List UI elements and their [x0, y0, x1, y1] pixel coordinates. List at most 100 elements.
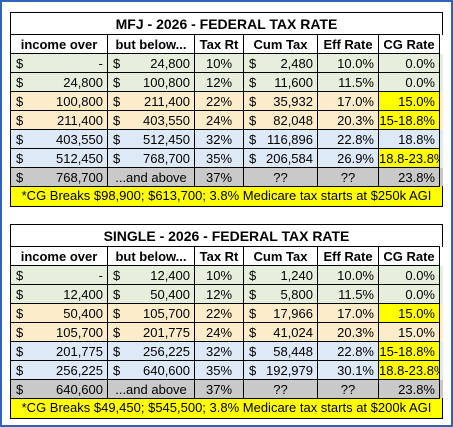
but-below-cell: $24,800: [107, 53, 195, 73]
tax-rate-cell: 35%: [194, 360, 244, 380]
amount: 211,400: [143, 94, 190, 109]
header-but-below: but below...: [107, 246, 195, 266]
currency-symbol: $: [113, 306, 121, 321]
cg-rate-cell: 18.8-23.8%: [378, 148, 440, 168]
cum-tax-cell: $5,800: [243, 284, 318, 304]
table-row: $12,400 $50,400 12% $5,800 11.5% 0.0%: [10, 284, 443, 304]
currency-symbol: $: [16, 170, 24, 185]
amount: 640,600: [143, 363, 190, 378]
amount: 12,400: [63, 287, 103, 302]
currency-symbol: $: [113, 344, 121, 359]
currency-symbol: $: [113, 75, 121, 90]
cg-rate-cell: 18.8%: [378, 129, 440, 149]
header-tax-rate: Tax Rt: [194, 34, 244, 54]
amount: 256,225: [56, 363, 103, 378]
cum-tax-cell: ??: [243, 167, 318, 187]
tax-rate-cell: 24%: [194, 322, 244, 342]
currency-symbol: $: [16, 132, 24, 147]
but-below-cell: $403,550: [107, 110, 195, 130]
amount: 11,600: [274, 75, 313, 90]
currency-symbol: $: [113, 151, 121, 166]
amount: 100,800: [56, 94, 103, 109]
currency-symbol: $: [249, 56, 257, 71]
cg-rate-cell: 0.0%: [378, 72, 440, 92]
currency-symbol: $: [16, 325, 24, 340]
tax-rate-cell: 10%: [194, 53, 244, 73]
currency-symbol: $: [249, 325, 257, 340]
amount: 206,584: [266, 151, 313, 166]
cg-rate-cell: 0.0%: [378, 284, 440, 304]
cg-rate-cell: 15-18.8%: [378, 341, 440, 361]
currency-symbol: $: [249, 363, 257, 378]
currency-symbol: $: [16, 382, 24, 397]
income-over-cell: $201,775: [10, 341, 108, 361]
table-row: $512,450 $768,700 35% $206,584 26.9% 18.8-23.…: [10, 148, 443, 168]
single-header-row: income over but below... Tax Rt Cum Tax …: [10, 246, 443, 266]
table-row: $211,400 $403,550 24% $82,048 20.3% 15-18.8%: [10, 110, 443, 130]
currency-symbol: $: [16, 75, 24, 90]
cum-tax-cell: $11,600: [243, 72, 318, 92]
but-below-cell: $211,400: [107, 91, 195, 111]
cum-tax-cell: $192,979: [243, 360, 318, 380]
table-row: $403,550 $512,450 32% $116,896 22.8% 18.8%: [10, 129, 443, 149]
income-over-cell: $ -: [10, 265, 108, 285]
tax-rate-cell: 12%: [194, 284, 244, 304]
amount: 768,700: [143, 151, 190, 166]
cg-rate-cell: 15.0%: [378, 303, 440, 323]
cg-rate-cell: 15.0%: [378, 91, 440, 111]
currency-symbol: $: [249, 268, 257, 283]
cum-tax-cell: $41,024: [243, 322, 318, 342]
currency-symbol: $: [16, 344, 24, 359]
currency-symbol: $: [249, 75, 257, 90]
eff-rate-cell: 10.0%: [317, 265, 379, 285]
amount: 768,700: [56, 170, 103, 185]
amount: 17,966: [273, 306, 313, 321]
header-but-below: but below...: [107, 34, 195, 54]
currency-symbol: $: [113, 113, 121, 128]
income-over-cell: $640,600: [10, 379, 108, 399]
amount: 24,800: [150, 56, 190, 71]
amount: 100,800: [143, 75, 190, 90]
currency-symbol: $: [113, 287, 121, 302]
tax-rate-cell: 37%: [194, 379, 244, 399]
but-below-cell: $256,225: [107, 341, 195, 361]
amount: 82,048: [273, 113, 313, 128]
but-below-cell: $640,600: [107, 360, 195, 380]
mfj-tax-table: MFJ - 2026 - FEDERAL TAX RATE income ove…: [10, 12, 443, 207]
eff-rate-cell: 17.0%: [317, 91, 379, 111]
tax-rate-cell: 12%: [194, 72, 244, 92]
income-over-cell: $12,400: [10, 284, 108, 304]
header-cg-rate: CG Rate: [378, 34, 440, 54]
cum-tax-cell: $2,480: [243, 53, 318, 73]
single-bracket-rows: $ - $12,400 10% $1,240 10.0% 0.0% $12,400 $50,40…: [10, 265, 443, 399]
currency-symbol: $: [16, 306, 24, 321]
eff-rate-cell: 17.0%: [317, 303, 379, 323]
amount: 192,979: [266, 363, 313, 378]
tax-rate-cell: 24%: [194, 110, 244, 130]
currency-symbol: $: [16, 268, 24, 283]
header-cum-tax: Cum Tax: [243, 34, 318, 54]
amount: 116,896: [266, 132, 313, 147]
but-below-cell: $768,700: [107, 148, 195, 168]
header-cg-rate: CG Rate: [378, 246, 440, 266]
cg-rate-cell: 15.0%: [378, 322, 440, 342]
cum-tax-cell: $82,048: [243, 110, 318, 130]
currency-symbol: $: [16, 287, 24, 302]
amount: 5,800: [280, 287, 313, 302]
header-tax-rate: Tax Rt: [194, 246, 244, 266]
amount: 201,775: [56, 344, 103, 359]
currency-symbol: $: [249, 151, 257, 166]
table-row: $ - $12,400 10% $1,240 10.0% 0.0%: [10, 265, 443, 285]
tax-rate-cell: 10%: [194, 265, 244, 285]
cum-tax-cell: $17,966: [243, 303, 318, 323]
amount: 211,400: [56, 113, 103, 128]
but-below-cell: $201,775: [107, 322, 195, 342]
cum-tax-cell: $35,932: [243, 91, 318, 111]
cg-rate-cell: 18.8-23.8%: [378, 360, 440, 380]
but-below-cell: $512,450: [107, 129, 195, 149]
income-over-cell: $24,800: [10, 72, 108, 92]
amount: 50,400: [150, 287, 190, 302]
but-below-cell: $12,400: [107, 265, 195, 285]
currency-symbol: $: [113, 56, 121, 71]
